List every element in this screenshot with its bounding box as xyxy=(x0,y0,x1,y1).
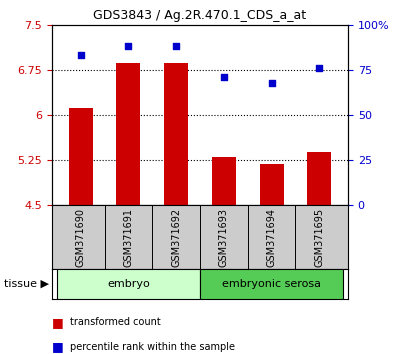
Point xyxy=(316,65,322,71)
Bar xyxy=(212,157,236,205)
Point xyxy=(173,44,179,49)
Bar xyxy=(116,63,140,205)
Point xyxy=(268,80,275,85)
Text: percentile rank within the sample: percentile rank within the sample xyxy=(70,342,235,352)
Text: GSM371693: GSM371693 xyxy=(219,208,229,267)
Text: GSM371695: GSM371695 xyxy=(314,207,324,267)
Text: embryonic serosa: embryonic serosa xyxy=(222,279,321,289)
Text: GSM371691: GSM371691 xyxy=(123,208,133,267)
Bar xyxy=(57,269,200,299)
Text: GSM371694: GSM371694 xyxy=(267,208,277,267)
Text: embryo: embryo xyxy=(107,279,150,289)
Point xyxy=(125,44,132,49)
Bar xyxy=(200,269,343,299)
Bar xyxy=(164,63,188,205)
Bar xyxy=(308,152,331,205)
Text: ■: ■ xyxy=(52,316,64,329)
Point xyxy=(78,53,84,58)
Bar xyxy=(260,164,284,205)
Text: tissue ▶: tissue ▶ xyxy=(4,279,49,289)
Point xyxy=(221,74,227,80)
Text: GSM371692: GSM371692 xyxy=(171,207,181,267)
Title: GDS3843 / Ag.2R.470.1_CDS_a_at: GDS3843 / Ag.2R.470.1_CDS_a_at xyxy=(94,9,306,22)
Text: ■: ■ xyxy=(52,341,64,353)
Text: transformed count: transformed count xyxy=(70,317,161,327)
Bar xyxy=(69,108,92,205)
Text: GSM371690: GSM371690 xyxy=(76,208,86,267)
